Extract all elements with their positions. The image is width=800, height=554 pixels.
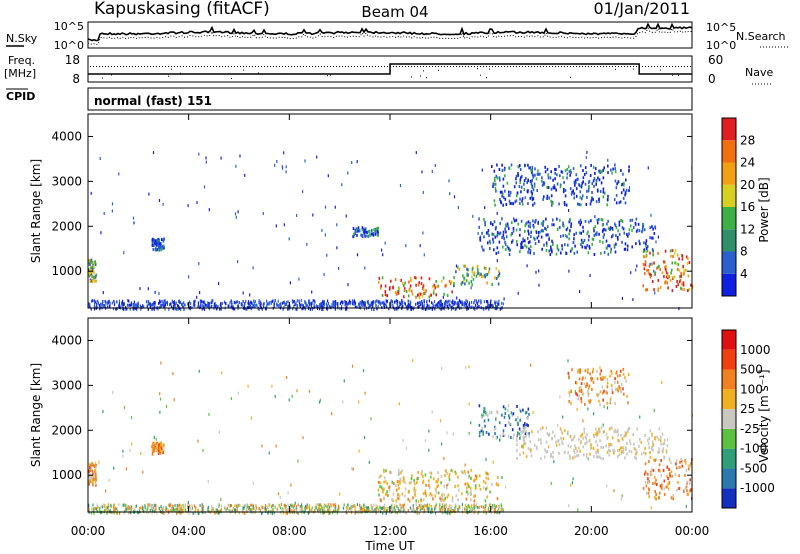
x-tick-label: 20:00 — [574, 524, 609, 538]
power-panel: 1000 2000 3000 4000 Slant Range [km] — [29, 113, 694, 311]
power-colorbar-tick: 4 — [740, 267, 748, 281]
beam-title: Beam 04 — [361, 3, 428, 21]
station-title: Kapuskasing (fitACF) — [94, 0, 270, 19]
x-tick-label: 04:00 — [171, 524, 206, 538]
velocity-ytick-label: 4000 — [51, 333, 82, 347]
velocity-ytick-label: 1000 — [51, 468, 82, 482]
noise-sky-line — [87, 22, 693, 42]
freq-panel: Freq. [MHz] 18 8 60 0 Nave CPID — [4, 53, 773, 103]
velocity-color-step — [722, 369, 736, 390]
cpid-value: normal (fast) 151 — [94, 94, 212, 108]
freq-label-unit: [MHz] — [4, 67, 36, 80]
velocity-color-step — [722, 428, 736, 449]
velocity-colorbar-tick: 25 — [740, 402, 755, 416]
velocity-color-step — [722, 330, 736, 350]
power-ytick-label: 3000 — [51, 174, 82, 188]
nave-tick-high: 60 — [708, 53, 723, 67]
velocity-colorbar-tick: 100 — [740, 382, 763, 396]
power-color-step — [722, 251, 736, 274]
x-tick-label: 12:00 — [373, 524, 408, 538]
power-color-step — [722, 273, 736, 296]
freq-tick-high: 18 — [65, 53, 80, 67]
power-ylabel: Slant Range [km] — [29, 159, 43, 263]
velocity-colorbar-tick: 1000 — [740, 343, 771, 357]
velocity-color-step — [722, 468, 736, 489]
nave-dots — [90, 66, 691, 79]
power-colorbar-label: Power [dB] — [757, 177, 771, 242]
velocity-colorbar-tick: -25 — [740, 422, 760, 436]
velocity-y-axis: 1000 2000 3000 4000 Slant Range [km] — [29, 333, 692, 482]
noise-search-line — [87, 27, 693, 46]
velocity-panel: 1000 2000 3000 4000 Slant Range [km] — [29, 317, 693, 515]
velocity-ytick-label: 2000 — [51, 423, 82, 437]
velocity-colorbar-tick: -1000 — [740, 481, 775, 495]
power-colorbar: 4 8 12 16 20 24 28 — [721, 117, 755, 297]
noise-tick-low-left: 10^0 — [54, 39, 84, 52]
time-axis: 00:00 04:00 08:00 12:00 16:00 20:00 00:00 — [71, 114, 710, 538]
velocity-colorbar: 1000 500 100 25 -25 -100 -500 -1000 — [721, 329, 775, 509]
power-color-step — [722, 140, 736, 163]
x-tick-label: 00:00 — [71, 524, 106, 538]
velocity-ytick-label: 3000 — [51, 378, 82, 392]
power-color-step — [722, 162, 736, 185]
power-color-step — [722, 184, 736, 207]
x-tick-label: 00:00 — [675, 524, 710, 538]
power-colorbar-tick: 28 — [740, 133, 755, 147]
velocity-ylabel: Slant Range [km] — [29, 363, 43, 467]
velocity-scatter — [88, 359, 693, 515]
velocity-color-step — [722, 389, 736, 410]
velocity-color-step — [722, 448, 736, 469]
cpid-label: CPID — [6, 90, 35, 103]
velocity-colorbar-tick: 500 — [740, 363, 763, 377]
cpid-panel: normal (fast) 151 — [87, 87, 693, 111]
nave-label: Nave — [745, 66, 773, 79]
nsearch-label: N.Search — [736, 30, 786, 43]
velocity-colorbar-tick: -500 — [740, 461, 767, 475]
power-colorbar-tick: 12 — [740, 222, 755, 236]
velocity-color-step — [722, 409, 736, 429]
freq-line — [88, 63, 692, 75]
power-ytick-label: 1000 — [51, 264, 82, 278]
freq-label-top: Freq. — [8, 54, 35, 67]
power-colorbar-tick: 20 — [740, 178, 755, 192]
velocity-colorbar-label: Velocity [m s⁻¹] — [757, 369, 771, 462]
noise-tick-high-left: 10^5 — [54, 20, 84, 33]
power-ytick-label: 2000 — [51, 219, 82, 233]
velocity-color-step — [722, 488, 736, 508]
nave-tick-low: 0 — [708, 72, 716, 86]
x-tick-label: 08:00 — [272, 524, 307, 538]
power-y-axis: 1000 2000 3000 4000 Slant Range [km] — [29, 129, 692, 278]
x-axis-label: Time UT — [364, 539, 415, 553]
power-colorbar-tick: 24 — [740, 156, 755, 170]
velocity-colorbar-tick: -100 — [740, 442, 767, 456]
date-title: 01/Jan/2011 — [593, 0, 690, 18]
velocity-color-step — [722, 349, 736, 370]
noise-tick-low-right: 10^0 — [706, 39, 736, 52]
power-colorbar-tick: 8 — [740, 245, 748, 259]
power-color-step — [722, 207, 736, 230]
nsky-label: N.Sky — [6, 32, 38, 45]
power-color-step — [722, 229, 736, 252]
noise-tick-high-right: 10^5 — [706, 21, 736, 34]
power-scatter — [88, 150, 694, 311]
noise-panel: N.Sky 10^5 10^0 10^5 10^0 N.Search — [6, 20, 790, 52]
freq-tick-low: 8 — [72, 72, 80, 86]
power-color-step — [722, 118, 736, 141]
power-ytick-label: 4000 — [51, 129, 82, 143]
power-colorbar-tick: 16 — [740, 200, 755, 214]
x-tick-label: 16:00 — [473, 524, 508, 538]
